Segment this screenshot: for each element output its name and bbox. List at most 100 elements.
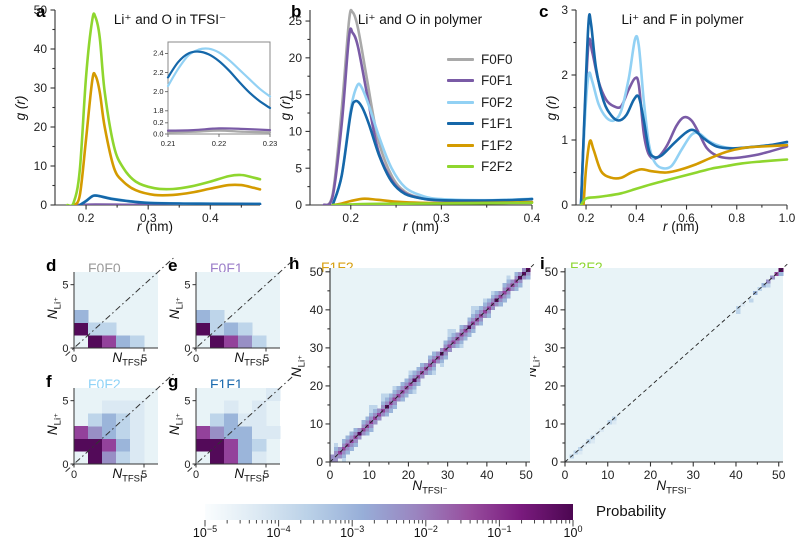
heatmap-cell [467, 332, 472, 337]
axis-tick-label: 0 [184, 343, 190, 355]
heatmap-cell [412, 374, 417, 379]
heatmap-cells [74, 400, 145, 465]
colorbar-title: Probability [596, 503, 667, 520]
heatmap-cell [341, 442, 346, 448]
heatmap-cell [482, 298, 488, 303]
heatmap-cell [765, 279, 771, 284]
curve-F0F0 [166, 129, 272, 134]
heatmap-cell [373, 404, 378, 410]
heatmap-cell [353, 431, 358, 436]
heatmap-cell [416, 370, 421, 375]
axis-tick-label: 1.8 [153, 106, 163, 115]
heatmap-cell [210, 310, 225, 324]
panel-h-letter: h [289, 254, 300, 273]
heatmap-cells [196, 310, 267, 349]
curves [66, 12, 262, 205]
heatmap-cell [392, 385, 397, 391]
panel-f-heatmap: 00 5 5 [62, 373, 174, 481]
panel-g-xlabel: NTFSI⁻ [234, 466, 270, 485]
diagonal-line [564, 263, 788, 463]
heatmap-cell [388, 393, 394, 398]
axis-tick-label: 20 [289, 51, 303, 65]
axis-tick-label: 40 [480, 468, 494, 482]
colorbar-tick-label: 10−5 [192, 524, 218, 541]
heatmap-cell [475, 321, 480, 326]
legend-swatch-F2F2 [447, 165, 474, 169]
panel-i-letter: i [540, 254, 545, 273]
heatmap-cell [353, 427, 358, 432]
heatmap-cell [400, 393, 405, 398]
heatmap-cell [475, 306, 480, 311]
heatmap-cell [341, 454, 346, 459]
axis-tick-label: 0 [62, 459, 68, 471]
axis-tick-label: 10 [34, 159, 48, 173]
heatmap-cell [443, 340, 448, 345]
axis-tick-label: 2.0 [153, 87, 163, 96]
curve-F1F2 [582, 139, 789, 205]
axis-tick-label: 5 [62, 396, 68, 408]
axis-tick-label: 0.4 [524, 211, 541, 225]
heatmap-cell [490, 306, 496, 311]
curve-F2F2 [579, 158, 789, 205]
heatmap-cell [506, 283, 511, 288]
axis-tick-label: 20 [644, 468, 658, 482]
heatmap-cell [435, 351, 441, 356]
heatmap-cell [396, 385, 401, 391]
heatmap-cell [74, 426, 89, 440]
heatmap-cell [490, 298, 496, 303]
heatmap-cell [377, 408, 382, 413]
heatmap-cell [404, 389, 409, 394]
heatmap-cell [490, 294, 496, 299]
heatmap-cell [210, 451, 225, 465]
curve-F2F2 [66, 12, 262, 205]
heatmap-cell [357, 435, 362, 440]
axis-tick-label: 40 [34, 42, 48, 56]
heatmap-cell [196, 322, 211, 336]
heatmap-cell [471, 313, 476, 318]
heatmap-cell [420, 363, 425, 368]
axes [192, 272, 280, 352]
axis-tick-label: 10 [601, 468, 615, 482]
axis-tick-label: 30 [545, 341, 559, 355]
heatmap-cell [447, 328, 452, 333]
heatmap-cell [238, 438, 253, 452]
heatmap-cell [369, 423, 374, 429]
panel-a-title: Li⁺ and O in TFSI⁻ [113, 12, 227, 27]
panel-h-xlabel: NTFSI⁻ [412, 478, 448, 497]
panel-c-title: Li⁺ and F in polymer [621, 12, 744, 27]
heatmap-cell [502, 294, 507, 299]
heatmap-cell [482, 313, 488, 318]
heatmap-cell [455, 340, 460, 345]
curve-F1F1 [166, 50, 272, 110]
heatmap-cell [341, 450, 346, 455]
axes [560, 268, 783, 467]
heatmap-cell [522, 275, 527, 280]
heatmap-cell [424, 370, 429, 375]
heatmap-cell [428, 355, 433, 360]
heatmap-cell [377, 412, 382, 417]
curve-F2F2 [331, 201, 534, 205]
heatmap-cell [365, 427, 370, 432]
heatmap-cell [365, 420, 370, 425]
heatmap-cell [238, 451, 253, 465]
heatmap-cell [498, 302, 503, 307]
heatmap-cell [373, 412, 378, 417]
axes [571, 9, 788, 210]
heatmap-cell [577, 446, 583, 451]
heatmap-cell [337, 454, 343, 459]
heatmap-cell [412, 378, 417, 383]
colorbar-tick-label: 10−1 [487, 524, 512, 541]
axis-tick-label: 50 [310, 265, 324, 279]
heatmap-cell [522, 268, 527, 273]
axis-tick-label: 0.6 [678, 211, 695, 225]
heatmap-cell [443, 355, 448, 360]
heatmap-cell [330, 454, 335, 459]
axis-tick-label: 0.21 [161, 139, 176, 148]
heatmap-cell [502, 290, 507, 295]
panel-b-plot: 0.2 0.3 0.4 0 5 10 15 20 25 [289, 8, 541, 225]
axis-tick-label: 0 [184, 459, 190, 471]
heatmap-cell [443, 344, 448, 349]
heatmap-cell [380, 412, 386, 417]
panel-b-title: Li⁺ and O in polymer [357, 12, 483, 27]
